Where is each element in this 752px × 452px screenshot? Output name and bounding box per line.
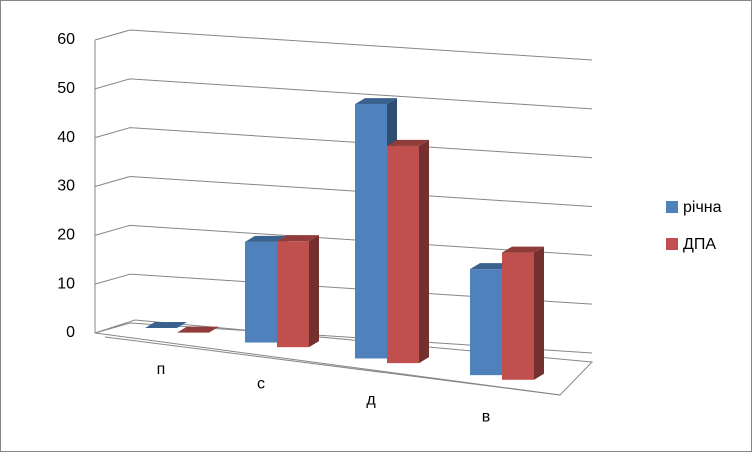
bar-top (277, 235, 319, 242)
y-tick-label: 10 (57, 275, 75, 292)
bar-top (145, 322, 187, 329)
x-tick-label: п (157, 361, 166, 378)
grid-line (94, 273, 593, 305)
x-axis (104, 336, 561, 396)
y-tick-label: 60 (57, 31, 75, 48)
legend-label: ДПА (683, 236, 716, 253)
grid-line (94, 175, 593, 207)
bar-top (387, 139, 429, 146)
grid-line (94, 78, 593, 110)
floor (94, 319, 594, 396)
legend-label: річна (683, 199, 722, 216)
grid-line (94, 127, 593, 159)
y-tick-label: 20 (57, 227, 75, 244)
x-tick-label: д (366, 392, 376, 409)
bar (470, 269, 502, 376)
bar (502, 252, 534, 380)
bar (355, 104, 387, 359)
y-tick-label: 0 (66, 324, 75, 341)
bar (277, 241, 309, 348)
y-tick-label: 50 (57, 80, 75, 97)
bar-side (534, 246, 544, 380)
legend-swatch (666, 201, 678, 213)
bar-top (177, 326, 219, 333)
bar-side (419, 139, 429, 364)
bar-top (470, 263, 512, 270)
bar-side (309, 235, 319, 348)
bar-top (502, 246, 544, 253)
grid-line (94, 29, 593, 61)
legend-swatch (666, 238, 678, 250)
bar-top (355, 98, 397, 105)
x-tick-label: в (482, 408, 491, 425)
y-tick-label: 40 (57, 129, 75, 146)
bar-top (245, 235, 287, 242)
x-tick-label: с (257, 376, 265, 393)
y-tick-label: 30 (57, 178, 75, 195)
grid-line (94, 224, 593, 256)
bar (245, 241, 277, 343)
bar (387, 145, 419, 364)
grid-line (94, 322, 593, 354)
